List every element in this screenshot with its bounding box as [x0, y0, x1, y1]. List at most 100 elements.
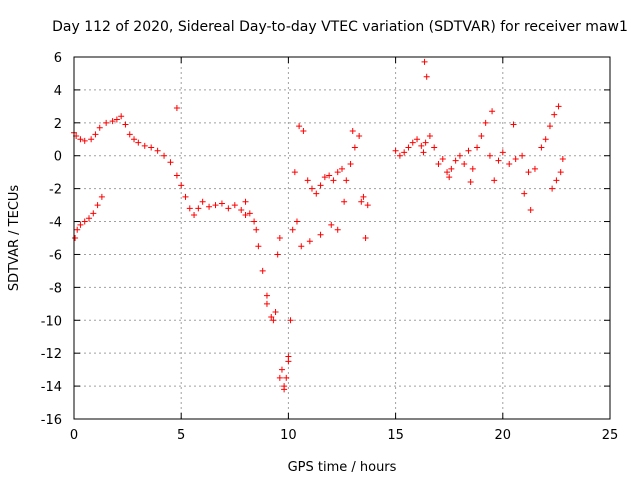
data-point [489, 108, 496, 115]
data-point [525, 169, 532, 176]
data-point [341, 198, 348, 205]
data-point [474, 144, 481, 151]
data-point [253, 226, 260, 233]
data-point [199, 198, 206, 205]
data-point [392, 147, 399, 154]
data-point [555, 103, 562, 110]
data-point [465, 147, 472, 154]
data-point [347, 160, 354, 167]
data-point [283, 374, 290, 381]
data-point [531, 165, 538, 172]
y-tick-label: -4 [49, 216, 62, 231]
data-point [92, 131, 99, 138]
data-point [77, 221, 84, 228]
data-point [281, 386, 288, 393]
data-point [461, 160, 468, 167]
data-point [238, 207, 245, 214]
data-point [72, 235, 79, 241]
data-point [499, 149, 506, 156]
data-point [94, 202, 101, 209]
data-point [409, 139, 416, 146]
data-point [435, 160, 442, 167]
data-point [343, 177, 350, 184]
data-point [512, 156, 519, 163]
data-point [242, 211, 249, 218]
data-point [446, 174, 453, 181]
data-point [351, 144, 358, 151]
data-point [126, 131, 133, 138]
x-axis-label: GPS time / hours [288, 460, 397, 475]
data-point [527, 207, 534, 214]
data-point [559, 156, 566, 163]
data-point [349, 128, 356, 135]
data-point [81, 218, 88, 225]
data-point [191, 211, 198, 218]
y-tick-label: -14 [41, 380, 62, 395]
data-point [421, 58, 428, 65]
data-point [141, 142, 148, 149]
y-tick-label: 2 [54, 117, 62, 132]
data-point [426, 132, 433, 139]
data-point [422, 139, 429, 146]
data-point [478, 132, 485, 139]
data-point [356, 132, 363, 139]
data-point [122, 121, 129, 128]
y-tick-label: -6 [49, 248, 62, 263]
x-tick-label: 15 [387, 428, 404, 443]
data-point [521, 190, 528, 197]
data-point [287, 317, 294, 324]
data-point [538, 144, 545, 151]
grid [74, 57, 610, 419]
data-point [186, 205, 193, 212]
data-point [448, 165, 455, 172]
data-point [218, 200, 225, 207]
data-point [557, 169, 564, 176]
data-point [74, 226, 81, 233]
data-point [405, 144, 412, 151]
data-point [161, 152, 168, 159]
chart-title: Day 112 of 2020, Sidereal Day-to-day VTE… [52, 19, 628, 35]
data-point [418, 142, 425, 149]
data-series [71, 58, 566, 393]
data-point [551, 111, 558, 118]
data-point [86, 215, 93, 222]
data-point [546, 123, 553, 130]
data-point [423, 73, 430, 80]
y-tick-label: -16 [41, 413, 62, 428]
data-point [272, 309, 279, 316]
data-point [98, 193, 105, 200]
data-point [276, 235, 283, 241]
y-tick-label: 0 [54, 150, 62, 165]
data-point [506, 160, 513, 167]
data-point [90, 210, 97, 217]
data-point [519, 152, 526, 159]
data-point [362, 235, 369, 241]
data-point [246, 210, 253, 217]
data-point [225, 205, 232, 212]
data-point [414, 136, 421, 143]
data-point [113, 116, 120, 123]
data-point [131, 136, 138, 143]
data-point [328, 221, 335, 228]
data-point [293, 218, 300, 225]
data-point [263, 300, 270, 307]
data-point [96, 124, 103, 131]
y-tick-label: 4 [54, 84, 62, 99]
data-point [313, 190, 320, 197]
data-point [81, 137, 88, 144]
data-point [358, 198, 365, 205]
data-point [255, 243, 262, 250]
x-tick-label: 10 [280, 428, 297, 443]
data-point [321, 174, 328, 181]
data-point [452, 157, 459, 164]
data-point [182, 193, 189, 200]
data-point [268, 313, 275, 320]
data-point [467, 179, 474, 186]
data-point [259, 267, 266, 274]
y-axis-label: SDTVAR / TECUs [7, 185, 22, 292]
data-point [270, 317, 277, 324]
data-point [276, 374, 283, 381]
data-point [306, 238, 313, 245]
y-tick-label: -10 [41, 314, 62, 329]
